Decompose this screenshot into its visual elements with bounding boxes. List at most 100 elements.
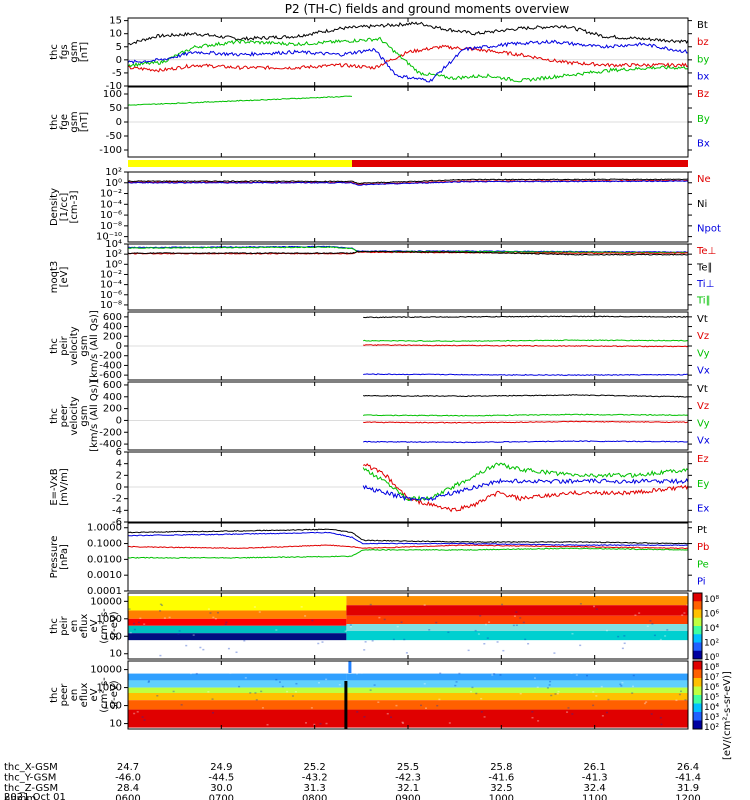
y-axis-label: Pressure[nPa] — [49, 536, 70, 579]
legend-label: by — [697, 54, 709, 65]
y-tick-label: 10⁻⁸ — [100, 300, 122, 311]
spectrogram-speckle — [147, 653, 150, 656]
spectrogram-speckle — [533, 677, 536, 679]
spectrogram-band — [346, 709, 688, 728]
spectrogram-speckle — [556, 692, 559, 695]
spectrogram-speckle — [212, 712, 215, 714]
spectrogram-speckle — [401, 721, 404, 724]
y-tick-label: 0.0100 — [87, 554, 122, 565]
y-tick-label: 200 — [103, 331, 122, 342]
legend-label: Ex — [697, 504, 709, 515]
spectrogram-speckle — [207, 608, 210, 610]
y-axis-label-line: [km/s (All Qs)] — [89, 310, 100, 382]
spectrogram-speckle — [595, 695, 598, 697]
legend-label: bx — [697, 71, 709, 82]
spectrogram-speckle — [524, 638, 527, 641]
spectrogram-speckle — [474, 629, 477, 632]
spectrogram-band — [128, 709, 347, 728]
spectrogram-speckle — [225, 621, 228, 624]
y-axis-label-line: [nT] — [79, 42, 90, 62]
spectrogram-speckle — [646, 625, 649, 627]
spectrogram-speckle — [542, 654, 545, 657]
panel-frame — [127, 522, 689, 592]
spectrogram-speckle — [634, 614, 637, 616]
spectrogram-speckle — [436, 704, 439, 707]
spectrogram-speckle — [278, 681, 281, 683]
spectrogram-speckle — [600, 685, 603, 688]
y-axis-label-line: sr-eV) — [109, 611, 120, 640]
spectrogram-band — [128, 596, 347, 611]
y-tick-label: 50 — [109, 103, 122, 114]
y-tick-label: 0 — [116, 55, 122, 66]
spectrogram-speckle — [631, 692, 634, 694]
spectrogram-speckle — [177, 633, 180, 635]
spectrogram-speckle — [632, 674, 635, 677]
colorbar-tick-label: 10⁶ — [704, 610, 719, 620]
y-axis-label-line: en — [69, 689, 80, 702]
y-axis-label-line: E=-VxB — [49, 468, 60, 505]
spectrogram-speckle — [623, 642, 626, 645]
spectrogram-speckle — [519, 692, 522, 695]
x-axis-labels: thc_X-GSM 24.7 24.9 25.2 25.5 25.8 26.1 26.4 thc… — [4, 762, 701, 800]
spectrogram-speckle — [567, 707, 570, 709]
y-tick-label: -200 — [99, 427, 122, 438]
spectrogram-speckle — [480, 711, 483, 713]
spectrogram-speckle — [438, 698, 441, 701]
spectrogram-speckle — [377, 701, 380, 703]
x-axis-value: -41.3 — [582, 773, 608, 784]
colorbar-segment — [693, 720, 702, 730]
spectrogram-speckle — [477, 633, 480, 635]
y-axis-label-line: eV — [89, 619, 100, 632]
spectrogram-band — [346, 605, 688, 616]
legend-label: Ey — [697, 479, 709, 490]
spectrogram-speckle — [678, 693, 681, 696]
spectrogram-speckle — [499, 674, 502, 676]
spectrogram-speckle — [363, 649, 366, 651]
spectrogram-band — [346, 596, 688, 606]
spectrogram-speckle — [304, 615, 307, 617]
spectrogram-speckle — [458, 672, 461, 675]
legend-label: Vt — [697, 384, 708, 395]
y-tick-label: 200 — [103, 404, 122, 415]
y-tick-label: -10 — [106, 81, 122, 92]
spectrogram-speckle — [188, 640, 191, 642]
spectrogram-speckle — [260, 690, 263, 693]
legend-label: Vx — [697, 365, 710, 376]
y-tick-label: 100 — [103, 631, 122, 642]
x-axis-value: 25.5 — [397, 762, 419, 773]
series-line-npot — [127, 180, 689, 186]
y-axis-label-line: thc — [49, 618, 60, 634]
spectrogram-speckle — [659, 638, 662, 641]
x-axis-value: 24.7 — [117, 762, 139, 773]
x-axis-value: -42.3 — [395, 773, 421, 784]
chart-title: P2 (TH-C) fields and ground moments over… — [285, 2, 570, 16]
x-axis-value: -44.5 — [208, 773, 234, 784]
spectrogram-speckle — [291, 695, 294, 697]
spectrogram-speckle — [423, 682, 426, 685]
spectrogram-band — [128, 625, 347, 634]
panel-fge: 100 50 0 -50 -100 Bz By Bx thcfgegsm[nT] — [49, 86, 710, 167]
spectrogram-speckle — [491, 674, 494, 676]
spectrogram-speckle — [645, 701, 648, 703]
y-axis-label-line: (cm²-s- — [99, 677, 110, 713]
y-tick-label: -4 — [112, 505, 122, 516]
y-tick-label: 10⁻⁴ — [100, 280, 122, 291]
y-axis-label-line: fge — [59, 114, 70, 130]
y-axis-label-line: sr-eV) — [109, 680, 120, 709]
spectrogram-speckle — [163, 617, 166, 619]
spectrogram-speckle — [469, 690, 472, 693]
x-axis-value: 31.3 — [304, 783, 326, 794]
series-line-bt — [127, 21, 689, 46]
spectrogram-band — [346, 631, 688, 641]
x-axis-value: 0600 — [115, 794, 140, 800]
colorbar-segment — [693, 703, 702, 713]
spectrogram-speckle — [680, 690, 683, 693]
spectrogram-speckle — [557, 690, 560, 693]
spectrogram-speckle — [286, 690, 289, 693]
spectrogram-speckle — [224, 623, 227, 626]
spectrogram-band — [346, 700, 688, 710]
y-tick-label: 10 — [109, 719, 122, 730]
spectrogram-speckle — [295, 682, 298, 685]
colorbar-segment — [693, 661, 702, 670]
